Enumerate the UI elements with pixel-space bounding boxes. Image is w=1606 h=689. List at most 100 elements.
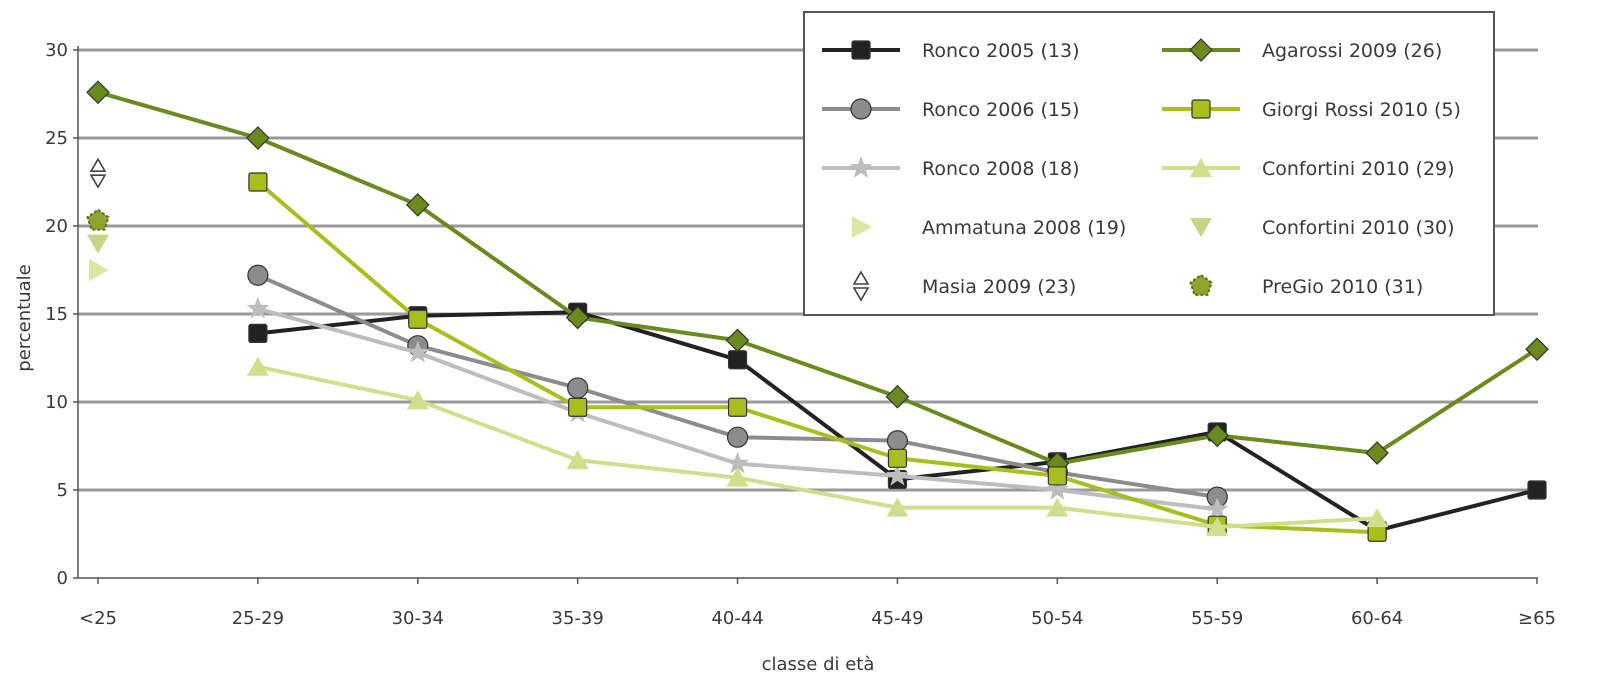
legend-item-ammatuna-2008-19: Ammatuna 2008 (19) [852,216,1126,239]
y-tick-label: 10 [45,392,68,413]
legend-label: Confortini 2010 (30) [1262,217,1455,239]
data-point [727,350,748,370]
data-point [727,397,748,417]
series-pregio-2010-31 [86,208,110,231]
legend-label: Giorgi Rossi 2010 (5) [1262,99,1461,121]
data-point [406,390,429,410]
legend-label: Confortini 2010 (29) [1262,158,1455,180]
data-point [885,384,910,409]
legend-marker [1189,38,1213,62]
y-tick-labels: 0 5 10 15 20 25 30 [45,40,68,589]
data-point [725,328,750,353]
data-point [1047,466,1067,486]
data-point [567,377,589,399]
data-point [1206,516,1229,536]
data-point [405,193,430,217]
data-point [566,450,589,470]
legend-item-ronco-2005-13: Ronco 2005 (13) [822,40,1080,62]
x-tick-label: 35-39 [552,608,604,629]
x-tick-label: 55-59 [1191,608,1243,629]
legend-item-ronco-2006-15: Ronco 2006 (15) [822,98,1080,121]
x-tick-label: ≥65 [1518,608,1556,629]
data-point [886,463,909,486]
data-point [1046,497,1069,517]
legend-item-giorgi-rossi-2010-5: Giorgi Rossi 2010 (5) [1162,99,1461,121]
axes [73,46,1538,584]
legend-marker [1189,273,1213,296]
data-point [89,157,107,189]
legend-item-confortini-2010-29: Confortini 2010 (29) [1162,158,1455,180]
data-point [726,426,749,448]
series-line [257,364,1378,529]
x-tick-label: 50-54 [1031,608,1083,629]
series-line [97,90,1539,466]
data-point [1205,423,1230,448]
series-line [256,180,1378,535]
legend-marker [850,98,872,120]
data-point [886,430,909,452]
legend-label: PreGio 2010 (31) [1262,276,1423,298]
x-tick-label: 30-34 [392,608,444,629]
data-point [726,467,749,487]
data-point [247,264,269,286]
data-point [246,296,270,319]
data-point [248,172,268,192]
legend-item-agarossi-2009-26: Agarossi 2009 (26) [1162,38,1442,62]
data-point [248,323,268,343]
y-tick-label: 30 [45,40,68,61]
legend: Ronco 2005 (13) Ronco 2006 (15) Ronco 2008… [803,11,1495,316]
legend-item-pregio-2010-31: PreGio 2010 (31) [1189,273,1423,298]
series-confortini-2010-30 [87,234,109,254]
y-axis-label: percentuale [14,264,35,371]
x-tick-label: 45-49 [871,608,923,629]
data-point [568,397,588,417]
y-tick-label: 20 [45,216,68,237]
x-tick-label: <25 [79,608,117,629]
data-point [86,80,110,105]
legend-item-masia-2009-23: Masia 2009 (23) [852,270,1076,302]
legend-item-confortini-2010-30: Confortini 2010 (30) [1190,217,1455,239]
data-point [1525,337,1549,362]
x-tick-labels: <25 25-29 30-34 35-39 40-44 45-49 50-54 55-59 60… [79,608,1556,629]
legend-marker [849,156,873,178]
data-point [887,448,908,468]
x-tick-label: 25-29 [232,608,284,629]
y-tick-label: 15 [45,304,68,325]
x-tick-label: 40-44 [711,608,763,629]
legend-label: Ronco 2005 (13) [922,40,1080,62]
x-axis-label: classe di età [762,654,875,675]
data-point [1045,478,1069,500]
legend-marker [852,216,872,238]
data-point [1366,508,1389,528]
data-point [89,259,109,281]
legend-item-ronco-2008-18: Ronco 2008 (18) [822,156,1080,180]
x-tick-label: 60-64 [1351,608,1403,629]
data-point [87,234,109,254]
series-layer [86,80,1549,542]
data-point [886,497,909,517]
series-giorgi-rossi-2010-5 [248,172,1387,542]
series-ammatuna-2008-19 [89,259,109,281]
legend-label: Agarossi 2009 (26) [1262,40,1442,62]
legend-label: Ronco 2008 (18) [922,158,1080,180]
data-point [408,309,428,329]
legend-label: Ronco 2006 (15) [922,99,1080,121]
legend-marker [1190,158,1212,177]
series-masia-2009-23 [89,157,107,189]
legend-marker [851,40,871,60]
data-point [86,208,110,231]
legend-label: Ammatuna 2008 (19) [922,217,1126,239]
data-point [726,451,749,474]
series-agarossi-2009-26 [86,80,1549,476]
y-tick-label: 25 [45,128,68,149]
series-confortini-2010-29 [246,356,1389,536]
data-point [1527,480,1547,500]
data-point [565,305,590,330]
y-tick-label: 0 [57,568,68,589]
legend-marker [852,270,870,302]
legend-label: Masia 2009 (23) [922,276,1076,298]
data-point [246,356,269,376]
data-point [406,340,430,363]
y-tick-label: 5 [57,480,68,501]
legend-marker [1191,99,1211,119]
